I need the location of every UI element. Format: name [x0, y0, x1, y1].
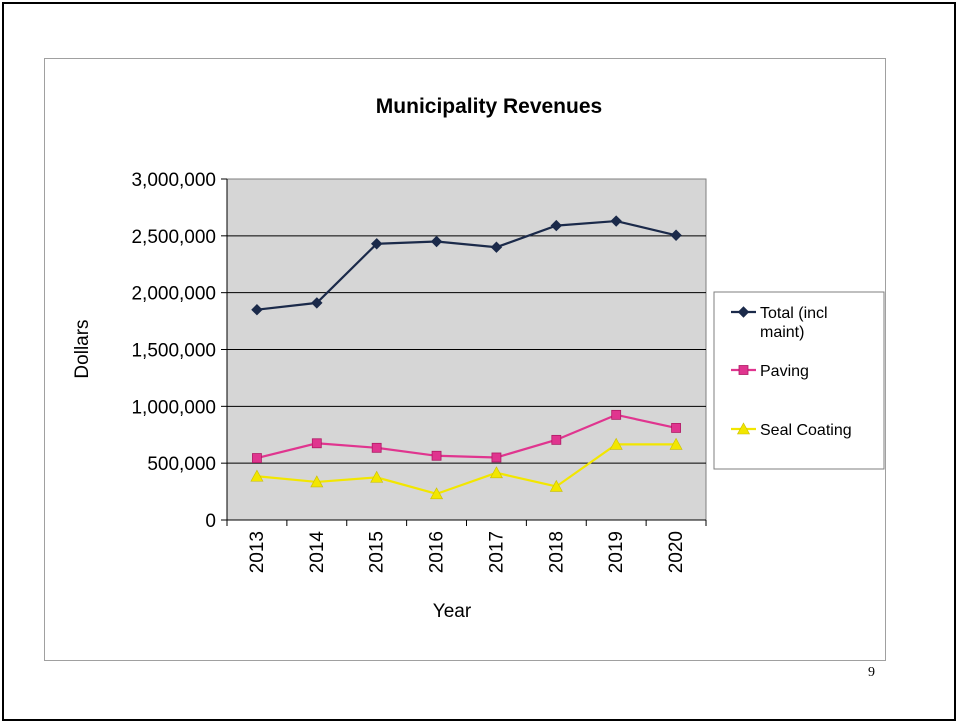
chart-title: Municipality Revenues [376, 95, 602, 118]
data-point [669, 437, 683, 450]
data-point [610, 215, 622, 227]
data-point [551, 434, 562, 445]
data-point [430, 487, 444, 500]
legend: Total (incl maint) Paving Seal Coating [713, 291, 885, 470]
data-point [670, 229, 682, 241]
y-axis: 0 500,000 1,000,000 1,500,000 2,000,000 2,500… [131, 170, 228, 532]
series-line-0 [256, 219, 677, 311]
data-point [611, 409, 622, 420]
x-tick-label: 2018 [546, 531, 567, 573]
data-point [310, 475, 324, 488]
legend-marker [738, 365, 749, 375]
x-tick-label: 2017 [486, 531, 507, 573]
data-point [371, 442, 382, 453]
y-tick-label: 0 [205, 511, 216, 532]
data-point [311, 438, 322, 449]
data-point [311, 297, 323, 309]
y-tick-label: 1,000,000 [131, 397, 216, 418]
legend-marker [737, 306, 750, 318]
y-tick-label: 1,500,000 [131, 341, 216, 362]
data-point [250, 469, 264, 482]
x-tick-label: 2014 [307, 531, 328, 574]
data-point [490, 241, 503, 253]
x-tick-label: 2015 [367, 531, 388, 573]
series-group [250, 215, 683, 500]
x-tick-label: 2019 [606, 531, 627, 573]
x-tick-label: 2013 [247, 531, 268, 573]
y-tick-label: 2,000,000 [131, 284, 216, 305]
legend-label: Total (incl maint) [760, 305, 828, 341]
data-point [430, 235, 443, 248]
data-point [252, 453, 262, 463]
data-point [431, 450, 442, 461]
data-point [550, 219, 563, 232]
series-line-1 [256, 413, 677, 460]
legend-label: Seal Coating [760, 422, 852, 439]
y-tick-label: 2,500,000 [131, 227, 216, 248]
data-point [549, 479, 563, 492]
y-tick-label: 3,000,000 [131, 170, 216, 191]
x-axis-label: Year [433, 601, 472, 622]
gridlines [227, 235, 706, 464]
data-point [370, 238, 383, 250]
y-axis-label: Dollars [72, 319, 93, 378]
x-tick-label: 2020 [666, 531, 687, 573]
y-tick-label: 500,000 [147, 454, 216, 475]
data-point [671, 423, 681, 433]
x-tick-label: 2016 [427, 531, 448, 573]
data-point [251, 304, 263, 316]
legend-box [713, 291, 885, 470]
data-point [491, 452, 502, 463]
series-line-2 [256, 443, 677, 496]
legend-label: Paving [760, 363, 809, 380]
data-point [609, 437, 623, 450]
data-point [370, 470, 384, 483]
legend-marker [736, 422, 751, 435]
x-axis: 2013 2014 2015 2016 2017 2018 2019 2020 [226, 519, 707, 574]
data-point [489, 466, 503, 479]
page-number: 9 [868, 665, 875, 680]
